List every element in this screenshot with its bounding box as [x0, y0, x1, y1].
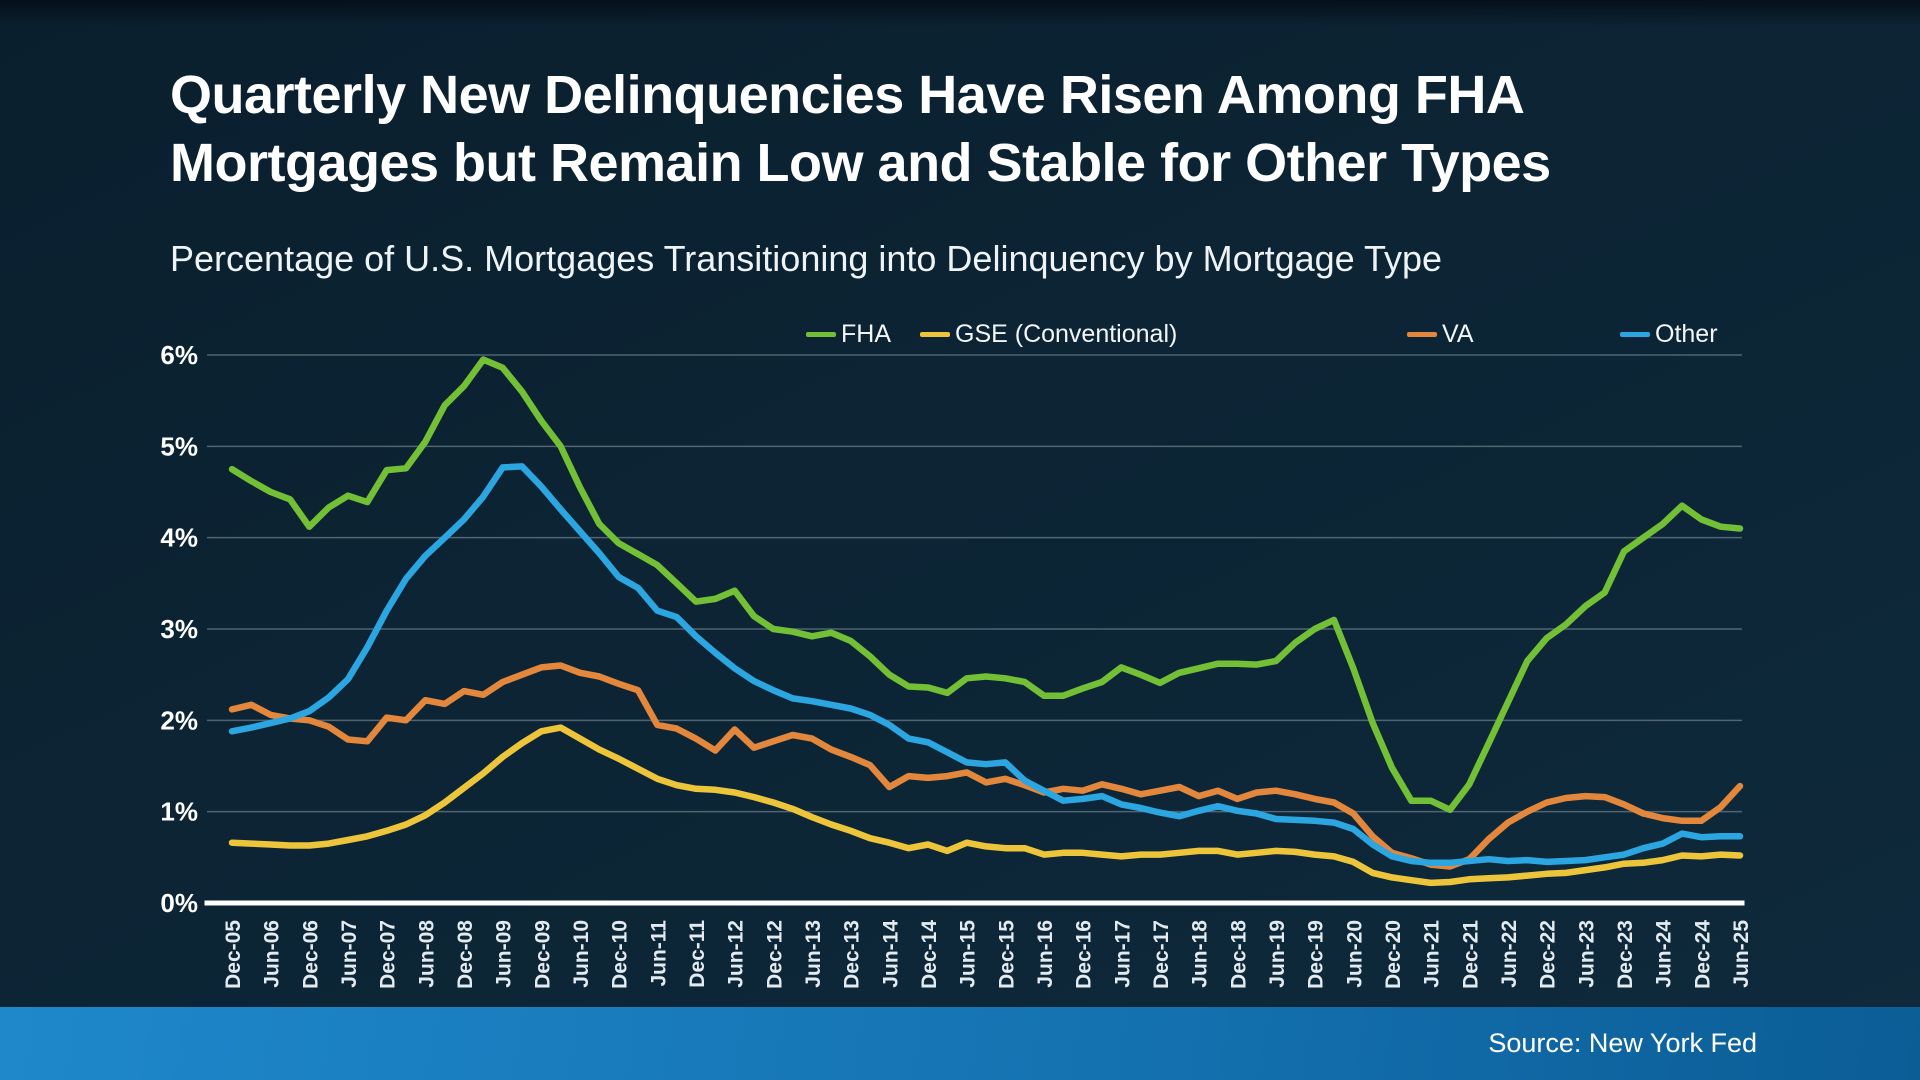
series-line-other	[228, 463, 1744, 867]
x-axis-label-Jun-25: Jun-25	[1730, 920, 1753, 988]
y-axis-label-4pct: 4%	[160, 523, 198, 553]
x-axis-label-Jun-16: Jun-16	[1034, 920, 1057, 988]
y-axis-label-6pct: 6%	[160, 340, 198, 370]
x-axis-label-Jun-10: Jun-10	[570, 920, 593, 988]
x-axis-label-Jun-07: Jun-07	[338, 920, 361, 988]
y-axis-label-1pct: 1%	[160, 797, 198, 827]
series-line-va	[228, 662, 1744, 870]
x-axis-label-Dec-18: Dec-18	[1227, 920, 1250, 989]
x-axis-label-Jun-20: Jun-20	[1343, 920, 1366, 988]
x-axis-label-Dec-19: Dec-19	[1305, 920, 1328, 989]
legend-item-gse-conventional: GSE (Conventional)	[920, 318, 1177, 350]
x-axis-label-Jun-12: Jun-12	[725, 920, 748, 988]
x-axis-label-Dec-08: Dec-08	[454, 920, 477, 989]
x-axis-label-Dec-22: Dec-22	[1537, 920, 1560, 989]
x-axis-label-Jun-14: Jun-14	[879, 920, 902, 988]
legend-swatch-va	[1407, 331, 1437, 337]
x-axis-label-Dec-21: Dec-21	[1459, 920, 1482, 989]
legend-swatch-gse-conventional	[920, 331, 950, 337]
x-axis-label-Jun-24: Jun-24	[1653, 920, 1676, 988]
x-axis-label-Jun-11: Jun-11	[647, 920, 670, 987]
y-axis-label-5pct: 5%	[160, 431, 198, 461]
x-axis-label-Jun-08: Jun-08	[415, 920, 438, 988]
legend-item-other: Other	[1620, 318, 1718, 350]
chart-subtitle: Percentage of U.S. Mortgages Transitioni…	[170, 238, 1443, 279]
page-title: Quarterly New Delinquencies Have Risen A…	[170, 65, 1551, 193]
x-axis-label-Jun-21: Jun-21	[1421, 920, 1444, 988]
x-axis-label-Jun-06: Jun-06	[261, 920, 284, 988]
footer-bar: Source: New York Fed	[0, 1007, 1920, 1080]
x-axis-label-Dec-14: Dec-14	[918, 920, 941, 989]
x-axis-label-Dec-16: Dec-16	[1073, 920, 1096, 989]
x-axis-label-Jun-19: Jun-19	[1266, 920, 1289, 988]
legend-label-other: Other	[1655, 319, 1718, 348]
y-axis-label-3pct: 3%	[160, 614, 198, 644]
series-line-gse-conventional	[228, 724, 1744, 887]
x-axis-label-Dec-13: Dec-13	[841, 920, 864, 989]
x-axis-label-Dec-24: Dec-24	[1691, 920, 1714, 989]
x-axis-label-Dec-09: Dec-09	[531, 920, 554, 989]
x-axis-label-Dec-20: Dec-20	[1382, 920, 1405, 989]
x-axis-label-Jun-22: Jun-22	[1498, 920, 1521, 988]
x-axis-label-Dec-07: Dec-07	[377, 920, 400, 989]
x-axis-label-Dec-15: Dec-15	[995, 920, 1018, 989]
y-axis-label-0pct: 0%	[160, 888, 198, 918]
legend-swatch-fha	[806, 331, 836, 337]
chart-legend: FHA GSE (Conventional) VA Other	[0, 318, 1920, 352]
x-axis-label-Dec-05: Dec-05	[222, 920, 245, 989]
x-axis-label-Jun-09: Jun-09	[493, 920, 516, 988]
legend-swatch-other	[1620, 331, 1650, 337]
x-axis-label-Jun-15: Jun-15	[957, 920, 980, 988]
x-axis-label-Jun-18: Jun-18	[1189, 920, 1212, 988]
y-axis-label-2pct: 2%	[160, 705, 198, 735]
x-axis-label-Jun-13: Jun-13	[802, 920, 825, 988]
x-axis-label-Dec-17: Dec-17	[1150, 920, 1173, 989]
x-axis-label-Jun-17: Jun-17	[1111, 920, 1134, 988]
legend-label-va: VA	[1442, 319, 1474, 348]
x-axis-label-Dec-12: Dec-12	[763, 920, 786, 989]
source-text: Source: New York Fed	[1488, 1028, 1757, 1058]
legend-item-fha: FHA	[806, 318, 891, 350]
series-line-fha	[228, 356, 1744, 814]
x-axis-label-Jun-23: Jun-23	[1575, 920, 1598, 988]
x-axis-label-Dec-23: Dec-23	[1614, 920, 1637, 989]
x-axis-label-Dec-10: Dec-10	[609, 920, 632, 989]
x-axis-label-Dec-06: Dec-06	[299, 920, 322, 989]
legend-label-gse-conventional: GSE (Conventional)	[955, 319, 1178, 348]
legend-label-fha: FHA	[841, 319, 891, 348]
x-axis-label-Dec-11: Dec-11	[686, 920, 709, 988]
legend-item-va: VA	[1407, 318, 1474, 350]
